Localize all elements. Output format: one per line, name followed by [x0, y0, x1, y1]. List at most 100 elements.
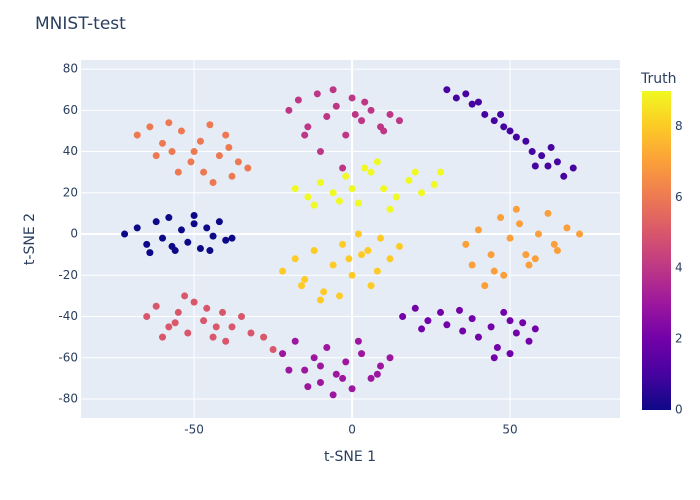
- point: [291, 185, 299, 193]
- point: [215, 152, 223, 160]
- point: [430, 181, 438, 189]
- point: [361, 98, 369, 106]
- plot-area: [81, 60, 620, 418]
- point: [399, 313, 407, 321]
- point: [339, 374, 347, 382]
- point: [237, 313, 245, 321]
- point: [234, 158, 242, 166]
- point: [332, 102, 340, 110]
- point: [187, 158, 195, 166]
- point: [209, 333, 217, 341]
- y-tick-label: -60: [58, 350, 78, 364]
- point: [500, 271, 508, 279]
- y-tick-label: 80: [63, 62, 78, 76]
- colorbar-tick-label: 0: [675, 403, 683, 417]
- point: [181, 292, 189, 300]
- point: [171, 319, 179, 327]
- point: [474, 333, 482, 341]
- y-tick-label: 60: [63, 103, 78, 117]
- point: [301, 131, 309, 139]
- point: [342, 131, 350, 139]
- point: [386, 354, 394, 362]
- point: [222, 131, 230, 139]
- point: [190, 298, 198, 306]
- point: [228, 323, 236, 331]
- point: [152, 152, 160, 160]
- point: [456, 306, 464, 314]
- y-axis-label: t-SNE 2: [22, 213, 38, 265]
- point: [364, 247, 372, 255]
- point: [512, 205, 520, 213]
- point: [490, 354, 498, 362]
- point: [335, 197, 343, 205]
- point: [168, 148, 176, 156]
- point: [279, 350, 287, 358]
- point: [152, 218, 160, 226]
- point: [298, 282, 306, 290]
- point: [121, 230, 129, 238]
- point: [534, 230, 542, 238]
- point: [212, 323, 220, 331]
- point: [329, 261, 337, 269]
- point: [159, 333, 167, 341]
- point: [316, 296, 324, 304]
- point: [304, 123, 312, 131]
- point: [313, 90, 321, 98]
- point: [206, 121, 214, 129]
- point: [424, 317, 432, 325]
- point: [497, 214, 505, 222]
- colorbar-tick-label: 4: [675, 261, 683, 275]
- point: [519, 319, 527, 327]
- point: [222, 337, 230, 345]
- point: [219, 308, 227, 316]
- point: [512, 133, 520, 141]
- point: [342, 172, 350, 180]
- point: [358, 350, 366, 358]
- point: [367, 106, 375, 114]
- point: [342, 358, 350, 366]
- point: [468, 315, 476, 323]
- point: [260, 333, 268, 341]
- point: [538, 152, 546, 160]
- point: [285, 106, 293, 114]
- point: [177, 226, 185, 234]
- point: [304, 383, 312, 391]
- point: [304, 193, 312, 201]
- point: [386, 110, 394, 118]
- point: [506, 350, 514, 358]
- point: [200, 168, 208, 176]
- point: [329, 189, 337, 197]
- point: [380, 185, 388, 193]
- point: [310, 354, 318, 362]
- point: [143, 240, 151, 248]
- point: [133, 224, 141, 232]
- point: [165, 214, 173, 222]
- point: [190, 220, 198, 228]
- point: [215, 218, 223, 226]
- point: [196, 137, 204, 145]
- point: [411, 168, 419, 176]
- point: [323, 113, 331, 121]
- point: [405, 176, 413, 184]
- point: [490, 267, 498, 275]
- x-axis-label: t-SNE 1: [324, 449, 376, 465]
- point: [500, 308, 508, 316]
- point: [443, 321, 451, 329]
- point: [437, 308, 445, 316]
- point: [500, 123, 508, 131]
- point: [367, 168, 375, 176]
- point: [301, 366, 309, 374]
- point: [522, 137, 530, 145]
- point: [550, 240, 558, 248]
- point: [206, 247, 214, 255]
- point: [329, 86, 337, 94]
- point: [468, 261, 476, 269]
- point: [377, 362, 385, 370]
- point: [525, 337, 533, 345]
- point: [203, 224, 211, 232]
- y-tick-label: -20: [58, 268, 78, 282]
- point: [285, 366, 293, 374]
- point: [386, 255, 394, 263]
- point: [462, 90, 470, 98]
